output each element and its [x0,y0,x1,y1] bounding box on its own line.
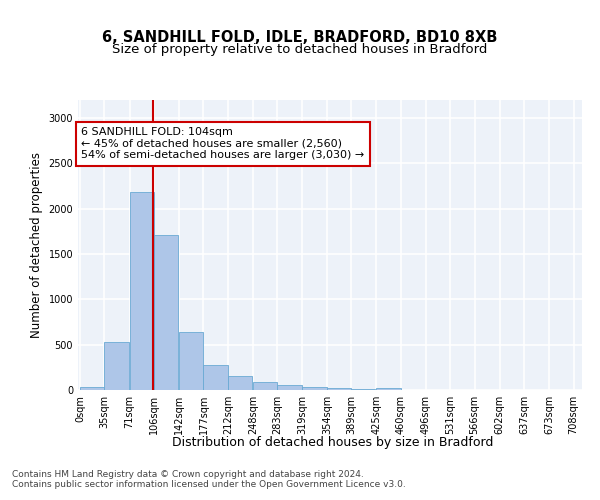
Bar [277,385,302,390]
Bar [203,364,227,390]
Text: 6, SANDHILL FOLD, IDLE, BRADFORD, BD10 8XB: 6, SANDHILL FOLD, IDLE, BRADFORD, BD10 8… [103,30,497,45]
Bar [351,389,376,390]
Bar [130,192,154,390]
Text: Distribution of detached houses by size in Bradford: Distribution of detached houses by size … [172,436,494,449]
Bar [179,332,203,390]
Bar [376,388,401,390]
Bar [302,387,326,390]
Bar [154,235,178,390]
Bar [253,382,277,390]
Bar [80,388,104,390]
Text: Size of property relative to detached houses in Bradford: Size of property relative to detached ho… [112,44,488,57]
Bar [104,342,128,390]
Bar [228,376,252,390]
Text: Contains HM Land Registry data © Crown copyright and database right 2024.
Contai: Contains HM Land Registry data © Crown c… [12,470,406,490]
Text: 6 SANDHILL FOLD: 104sqm
← 45% of detached houses are smaller (2,560)
54% of semi: 6 SANDHILL FOLD: 104sqm ← 45% of detache… [82,127,365,160]
Y-axis label: Number of detached properties: Number of detached properties [30,152,43,338]
Bar [327,388,351,390]
